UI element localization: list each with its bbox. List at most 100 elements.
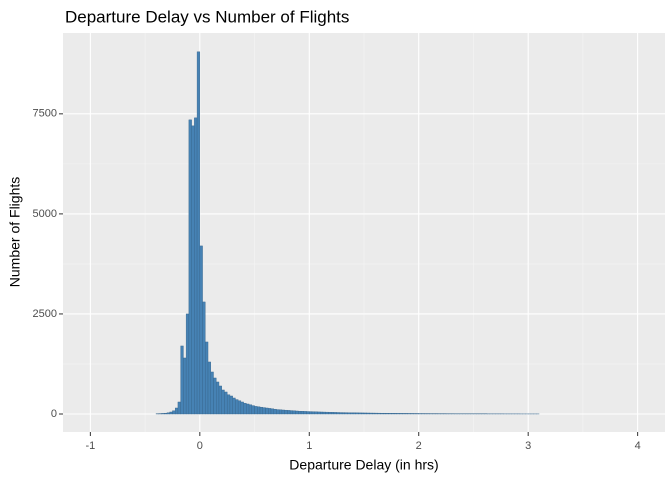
bar	[293, 411, 296, 414]
bar	[227, 395, 230, 414]
bar	[328, 412, 331, 414]
bar	[183, 358, 186, 414]
bar	[353, 413, 356, 414]
bar	[200, 246, 203, 414]
bar	[345, 413, 348, 414]
bar	[276, 410, 279, 414]
bar	[304, 411, 307, 414]
bar	[326, 412, 329, 414]
bar	[164, 413, 167, 414]
bar	[271, 409, 274, 414]
bar	[194, 118, 197, 414]
bar	[241, 402, 244, 414]
x-tick-label: -1	[85, 440, 95, 452]
bar	[397, 413, 400, 414]
bar	[287, 410, 290, 414]
bar	[181, 346, 184, 414]
y-tick-label: 2500	[33, 308, 57, 320]
bar	[246, 404, 249, 414]
bar	[383, 413, 386, 414]
bar	[348, 413, 351, 414]
bar	[238, 401, 241, 414]
bar	[339, 413, 342, 414]
bar	[224, 392, 227, 414]
bar	[369, 413, 372, 414]
x-tick-label: 1	[306, 440, 312, 452]
bar	[315, 412, 318, 414]
bar	[285, 410, 288, 414]
bar	[186, 314, 189, 414]
bar	[309, 412, 312, 414]
bar	[282, 410, 285, 414]
bar	[252, 406, 255, 414]
bar	[372, 413, 375, 414]
bar	[317, 412, 320, 414]
bar	[413, 413, 416, 414]
bar	[389, 413, 392, 414]
bar	[279, 410, 282, 414]
bar	[219, 386, 222, 414]
bar	[255, 406, 258, 414]
x-axis-title: Departure Delay (in hrs)	[289, 457, 438, 473]
bar	[172, 411, 175, 414]
bar	[175, 408, 178, 414]
y-tick-label: 7500	[33, 108, 57, 120]
bar	[233, 398, 236, 414]
bar	[162, 413, 165, 414]
bar	[400, 413, 403, 414]
bar	[244, 403, 247, 414]
bar	[230, 396, 233, 414]
bar	[189, 120, 192, 414]
bar	[167, 413, 170, 414]
bar	[216, 382, 219, 414]
bar	[386, 413, 389, 414]
bar	[323, 412, 326, 414]
bar	[178, 402, 181, 414]
x-tick-label: 2	[416, 440, 422, 452]
bar	[378, 413, 381, 414]
bar	[411, 413, 414, 414]
bar	[364, 413, 367, 414]
bar	[375, 413, 378, 414]
bar	[208, 362, 211, 414]
bar	[394, 413, 397, 414]
bar	[290, 411, 293, 414]
bar	[257, 407, 260, 414]
bar	[408, 413, 411, 414]
bar	[249, 405, 252, 414]
bar	[298, 411, 301, 414]
bar	[203, 302, 206, 414]
bar	[337, 412, 340, 414]
bar	[197, 52, 200, 414]
bar	[170, 412, 173, 414]
bar	[268, 408, 271, 414]
bar	[342, 413, 345, 414]
bar	[205, 342, 208, 414]
x-tick-label: 4	[635, 440, 641, 452]
bar	[235, 400, 238, 414]
bar	[192, 126, 195, 414]
bar	[331, 412, 334, 414]
bar	[222, 390, 225, 414]
bar	[211, 372, 214, 414]
y-axis-title: Number of Flights	[7, 177, 23, 287]
bar	[312, 412, 315, 414]
y-tick-label: 0	[51, 408, 57, 420]
bar	[380, 413, 383, 414]
bar	[307, 412, 310, 414]
bar	[367, 413, 370, 414]
bar	[402, 413, 405, 414]
x-tick-label: 3	[525, 440, 531, 452]
bar	[416, 413, 419, 414]
bar	[350, 413, 353, 414]
bar	[260, 407, 263, 414]
bar	[301, 411, 304, 414]
x-tick-label: 0	[197, 440, 203, 452]
bar	[391, 413, 394, 414]
bar	[359, 413, 362, 414]
y-tick-label: 5000	[33, 208, 57, 220]
bar	[274, 409, 277, 414]
bar	[405, 413, 408, 414]
bar	[356, 413, 359, 414]
